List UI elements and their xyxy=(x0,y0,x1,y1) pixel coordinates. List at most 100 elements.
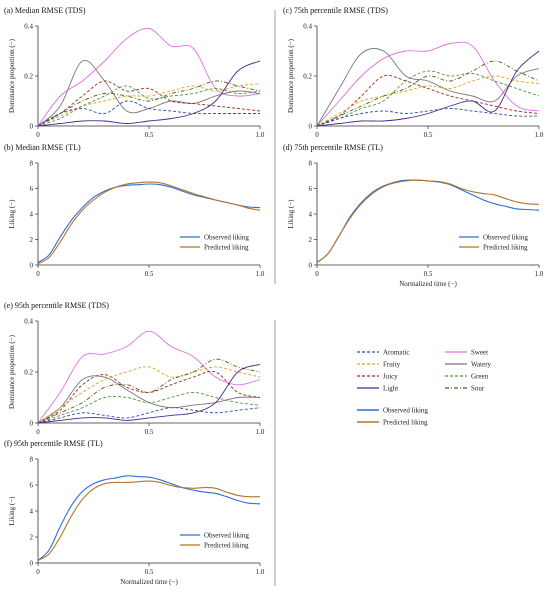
series-line-juicy xyxy=(37,80,261,127)
series-line-watery xyxy=(316,48,540,127)
panel-title: (f) 95th percentile RMSE (TL) xyxy=(4,439,103,448)
liking-legend: Observed liking Predicted liking xyxy=(459,234,528,252)
panel-f: (f) 95th percentile RMSE (TL) 0 2 4 6 8 0 0.5 1.… xyxy=(4,439,265,586)
series-line-fruity xyxy=(316,75,540,127)
liking-legend: Observed liking Predicted liking xyxy=(180,234,249,252)
x-tick-label: 1.0 xyxy=(535,131,544,139)
x-axis-label: Normalized time (−) xyxy=(399,280,457,288)
series-line-sour xyxy=(37,80,261,127)
series-line-observed-liking xyxy=(37,475,261,561)
legend-label: Fruity xyxy=(383,361,401,369)
panel-e: (e) 95th percentile RMSE (TDS) 0 0.2 0.4 0 0.… xyxy=(4,301,265,436)
x-tick-label: 1.0 xyxy=(256,131,265,139)
x-tick-label: 0 xyxy=(36,568,40,576)
x-tick-label: 0.5 xyxy=(145,428,154,436)
y-tick-label: 0 xyxy=(309,262,313,270)
x-axis-label: Normalized time (−) xyxy=(120,578,178,586)
y-tick-label: 0.4 xyxy=(24,23,33,31)
legend-label: Observed liking xyxy=(483,234,528,242)
x-tick-label: 0.5 xyxy=(145,270,154,278)
y-axis-label: Liking (−) xyxy=(287,199,295,229)
y-tick-label: 0.2 xyxy=(24,73,33,81)
y-tick-label: 6 xyxy=(30,482,34,490)
x-tick-label: 0.5 xyxy=(145,131,154,139)
x-tick-label: 0 xyxy=(36,131,40,139)
legend-label: Light xyxy=(383,385,398,393)
panel-d: (d) 75th percentile RMSE (TL) 0 2 4 6 8 0 0.5 1.… xyxy=(283,143,544,288)
y-axis-label: Liking (−) xyxy=(8,496,16,526)
y-tick-label: 0 xyxy=(30,262,34,270)
y-tick-label: 8 xyxy=(30,456,34,464)
y-tick-label: 6 xyxy=(30,185,34,193)
legend-label: Observed liking xyxy=(204,532,249,540)
y-axis-label: Dominance proportion (−) xyxy=(287,38,295,113)
x-tick-label: 0 xyxy=(36,270,40,278)
x-tick-label: 1.0 xyxy=(256,568,265,576)
legend-label: Sour xyxy=(471,385,485,393)
panel-title: (d) 75th percentile RMSE (TL) xyxy=(283,143,383,152)
x-tick-label: 0.5 xyxy=(424,131,433,139)
y-axis-label: Dominance proportion (−) xyxy=(8,38,16,113)
x-tick-label: 1.0 xyxy=(535,270,544,278)
legend-label: Aromatic xyxy=(383,349,409,357)
panel-title: (a) Median RMSE (TDS) xyxy=(4,6,86,15)
series-line-green xyxy=(316,70,540,127)
panel-title: (b) Median RMSE (TL) xyxy=(4,143,81,152)
x-tick-label: 0.5 xyxy=(145,568,154,576)
series-line-predicted-liking xyxy=(37,181,261,265)
x-tick-label: 0 xyxy=(36,428,40,436)
x-tick-label: 0.5 xyxy=(424,270,433,278)
legend-label: Predicted liking xyxy=(204,244,249,252)
attribute-legend: Aromatic Fruity Juicy Light Sweet Watery Green… xyxy=(357,349,492,393)
y-tick-label: 4 xyxy=(30,508,34,516)
y-axis-label: Dominance proportion (−) xyxy=(8,334,16,409)
series-line-watery xyxy=(37,59,261,127)
y-tick-label: 0 xyxy=(309,123,313,131)
y-tick-label: 0.4 xyxy=(24,318,33,326)
series-line-fruity xyxy=(37,366,261,424)
panel-title: (e) 95th percentile RMSE (TDS) xyxy=(4,301,109,310)
x-tick-label: 1.0 xyxy=(256,270,265,278)
legend-label: Sweet xyxy=(471,349,488,357)
y-tick-label: 2 xyxy=(30,534,34,542)
y-tick-label: 0.4 xyxy=(303,23,312,31)
series-line-sweet xyxy=(37,330,261,424)
series-line-aromatic xyxy=(37,407,261,424)
series-line-green xyxy=(37,391,261,424)
panel-a: (a) Median RMSE (TDS) 0 0.2 0.4 0 0.5 1.0 Domin… xyxy=(4,6,265,139)
series-line-light xyxy=(37,363,261,424)
legend-label: Watery xyxy=(471,361,492,369)
series-line-sour xyxy=(316,60,540,127)
series-line-juicy xyxy=(316,74,540,127)
series-line-aromatic xyxy=(316,108,540,127)
y-tick-label: 0 xyxy=(30,560,34,568)
y-tick-label: 0 xyxy=(30,123,34,131)
series-line-aromatic xyxy=(37,100,260,127)
series-line-light xyxy=(316,50,540,127)
x-tick-label: 0 xyxy=(315,270,319,278)
y-tick-label: 0 xyxy=(30,420,34,428)
y-tick-label: 2 xyxy=(30,236,34,244)
legend-label: Green xyxy=(471,373,489,381)
series-line-sweet xyxy=(37,27,261,127)
y-tick-label: 0.2 xyxy=(303,73,312,81)
liking-legend: Observed liking Predicted liking xyxy=(180,532,249,550)
y-tick-label: 8 xyxy=(309,160,313,168)
x-tick-label: 1.0 xyxy=(256,428,265,436)
y-tick-label: 2 xyxy=(309,236,313,244)
series-line-light xyxy=(37,60,261,127)
series-line-juicy xyxy=(37,370,261,424)
panel-c: (c) 75th percentile RMSE (TDS) 0 0.2 0.4 0 0.… xyxy=(283,6,544,139)
series-line-sweet xyxy=(316,41,540,127)
legend-label: Predicted liking xyxy=(383,419,428,427)
y-tick-label: 6 xyxy=(309,185,313,193)
panel-title: (c) 75th percentile RMSE (TDS) xyxy=(283,6,388,15)
legend-label: Observed liking xyxy=(383,407,428,415)
legend-label: Predicted liking xyxy=(204,542,249,550)
legend-label: Observed liking xyxy=(204,234,249,242)
legend-label: Juicy xyxy=(383,373,398,381)
x-tick-label: 0 xyxy=(315,131,319,139)
panel-b: (b) Median RMSE (TL) 0 2 4 6 8 0 0.5 1.0 Liking (… xyxy=(4,143,265,278)
y-tick-label: 0.2 xyxy=(24,369,33,377)
